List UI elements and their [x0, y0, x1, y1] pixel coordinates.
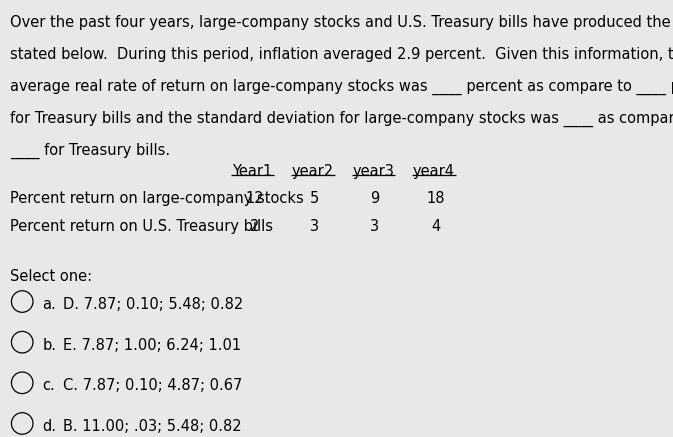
Text: E. 7.87; 1.00; 6.24; 1.01: E. 7.87; 1.00; 6.24; 1.01 [63, 338, 241, 353]
Text: 3: 3 [310, 219, 319, 234]
Text: 4: 4 [431, 219, 441, 234]
Text: for Treasury bills and the standard deviation for large-company stocks was ____ : for Treasury bills and the standard devi… [10, 111, 673, 127]
Text: stated below.  During this period, inflation averaged 2.9 percent.  Given this i: stated below. During this period, inflat… [10, 47, 673, 62]
Text: 3: 3 [370, 219, 380, 234]
Text: year3: year3 [353, 164, 394, 179]
Text: 2: 2 [250, 219, 259, 234]
Text: Percent return on large-company stocks: Percent return on large-company stocks [10, 191, 304, 206]
Text: a.: a. [42, 297, 56, 312]
Text: ____ for Treasury bills.: ____ for Treasury bills. [10, 143, 170, 159]
Text: 9: 9 [370, 191, 380, 206]
Text: average real rate of return on large-company stocks was ____ percent as compare : average real rate of return on large-com… [10, 79, 673, 95]
Text: Percent return on U.S. Treasury bills: Percent return on U.S. Treasury bills [10, 219, 273, 234]
Text: C. 7.87; 0.10; 4.87; 0.67: C. 7.87; 0.10; 4.87; 0.67 [63, 378, 242, 393]
Text: B. 11.00; .03; 5.48; 0.82: B. 11.00; .03; 5.48; 0.82 [63, 419, 241, 434]
Text: 18: 18 [427, 191, 446, 206]
Text: Over the past four years, large-company stocks and U.S. Treasury bills have prod: Over the past four years, large-company … [10, 15, 673, 30]
Text: D. 7.87; 0.10; 5.48; 0.82: D. 7.87; 0.10; 5.48; 0.82 [63, 297, 243, 312]
Text: 12: 12 [245, 191, 264, 206]
Text: Year1: Year1 [232, 164, 273, 179]
Text: d.: d. [42, 419, 57, 434]
Text: c.: c. [42, 378, 55, 393]
Text: b.: b. [42, 338, 57, 353]
Text: year2: year2 [292, 164, 334, 179]
Text: 5: 5 [310, 191, 319, 206]
Text: year4: year4 [413, 164, 455, 179]
Text: Select one:: Select one: [10, 269, 92, 284]
